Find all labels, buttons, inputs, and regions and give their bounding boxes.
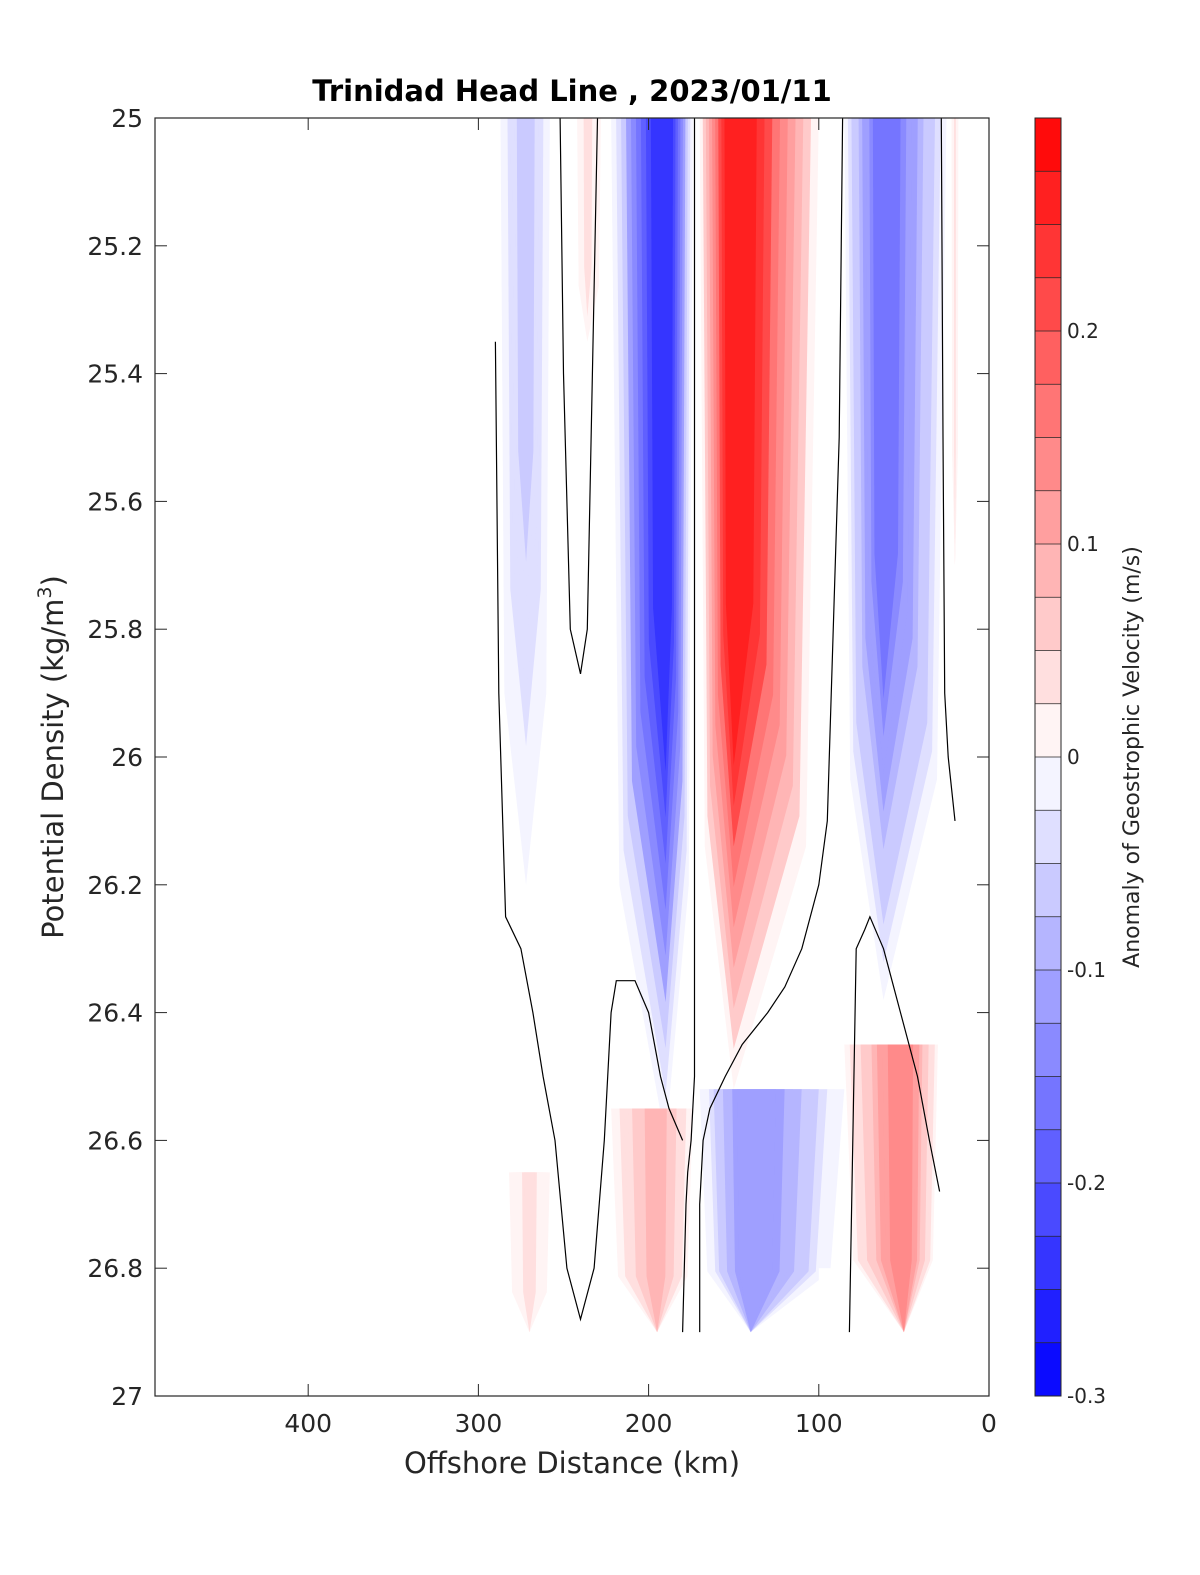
velocity-level bbox=[519, 118, 533, 516]
velocity-level bbox=[887, 1044, 914, 1333]
colorbar-segment bbox=[1035, 277, 1061, 331]
colorbar-segment bbox=[1035, 118, 1061, 172]
colorbar-tick-label: -0.3 bbox=[1067, 1384, 1106, 1408]
colorbar-segment bbox=[1035, 1289, 1061, 1343]
velocity-cell-1 bbox=[577, 118, 601, 342]
velocity-level bbox=[644, 1108, 667, 1333]
y-tick-label: 26.2 bbox=[87, 871, 143, 900]
y-tick-label: 26.4 bbox=[87, 999, 143, 1028]
velocity-cell-2 bbox=[611, 118, 693, 1141]
zero-contour-1 bbox=[559, 118, 599, 675]
velocity-level bbox=[954, 118, 956, 566]
colorbar-segment bbox=[1035, 171, 1061, 225]
velocity-cell-7 bbox=[611, 1108, 693, 1333]
velocity-cell-9 bbox=[844, 1044, 938, 1333]
velocity-field bbox=[500, 118, 959, 1333]
colorbar-tick-label: 0 bbox=[1067, 745, 1080, 769]
colorbar-segment bbox=[1035, 437, 1061, 491]
colorbar-segment bbox=[1035, 490, 1061, 544]
colorbar-frame bbox=[1034, 117, 1062, 1397]
x-axis-label: Offshore Distance (km) bbox=[404, 1446, 740, 1480]
colorbar-segment bbox=[1035, 970, 1061, 1024]
colorbar-segment bbox=[1035, 916, 1061, 970]
colorbar-segment bbox=[1035, 1183, 1061, 1237]
colorbar-segment bbox=[1035, 703, 1061, 757]
y-tick-label: 25.2 bbox=[87, 232, 143, 261]
y-axis-label-main: Potential Density (kg/m bbox=[36, 599, 70, 939]
colorbar-segment bbox=[1035, 863, 1061, 917]
velocity-cell-0 bbox=[500, 118, 550, 885]
x-tick-label: 400 bbox=[284, 1409, 332, 1438]
masked-region bbox=[818, 1268, 845, 1333]
y-tick-label: 26 bbox=[111, 743, 143, 772]
zero-contours bbox=[494, 118, 956, 1333]
velocity-level bbox=[736, 1089, 777, 1333]
colorbar-segment bbox=[1035, 1076, 1061, 1130]
velocity-cell-8 bbox=[699, 1089, 845, 1333]
y-tick-label: 26.8 bbox=[87, 1254, 143, 1283]
colorbar-segment bbox=[1035, 544, 1061, 598]
y-tick-label: 27 bbox=[111, 1382, 143, 1411]
zero-contour-4 bbox=[848, 915, 941, 1333]
zero-contour-2 bbox=[682, 118, 696, 1333]
y-tick-label: 26.6 bbox=[87, 1126, 143, 1155]
y-axis-label-suffix: ) bbox=[36, 575, 70, 586]
y-tick-label: 25 bbox=[111, 104, 143, 133]
colorbar-segment bbox=[1035, 1129, 1061, 1183]
zero-contour-5 bbox=[940, 118, 956, 821]
x-tick-label: 0 bbox=[981, 1409, 997, 1438]
velocity-level bbox=[584, 118, 592, 314]
axis-ticks: 400 300 200 100 0 25 25.2 25.4 25.6 25.8 26 26.2 26.… bbox=[87, 104, 997, 1438]
velocity-level bbox=[523, 1172, 535, 1333]
colorbar-segment bbox=[1035, 1023, 1061, 1077]
velocity-level bbox=[650, 118, 673, 772]
y-axis-label-sup: 3 bbox=[34, 586, 56, 598]
zero-contour-3 bbox=[699, 118, 844, 1333]
colorbar-segment bbox=[1035, 1342, 1061, 1396]
colorbar-label: Anomaly of Geostrophic Velocity (m/s) bbox=[1120, 546, 1145, 968]
x-tick-label: 200 bbox=[625, 1409, 673, 1438]
zero-contour-0 bbox=[494, 341, 684, 1322]
colorbar-segment bbox=[1035, 384, 1061, 438]
y-tick-label: 25.6 bbox=[87, 487, 143, 516]
colorbar-segment bbox=[1035, 650, 1061, 704]
x-tick-label: 100 bbox=[795, 1409, 843, 1438]
velocity-cell-4 bbox=[844, 118, 947, 1000]
colorbar-segment bbox=[1035, 597, 1061, 651]
colorbar-segment bbox=[1035, 224, 1061, 278]
colorbar-tick-label: 0.2 bbox=[1067, 319, 1099, 343]
velocity-cell-3 bbox=[699, 118, 819, 1090]
y-tick-label: 25.8 bbox=[87, 615, 143, 644]
colorbar-tick-label: -0.2 bbox=[1067, 1171, 1106, 1195]
colorbar-segment bbox=[1035, 810, 1061, 864]
velocity-level bbox=[872, 118, 901, 699]
colorbar-segment bbox=[1035, 757, 1061, 811]
chart-title: Trinidad Head Line , 2023/01/11 bbox=[312, 74, 832, 108]
y-tick-label: 25.4 bbox=[87, 360, 143, 389]
colorbar-segment bbox=[1035, 331, 1061, 385]
y-axis-label: Potential Density (kg/m3) bbox=[34, 575, 70, 939]
velocity-cell-5 bbox=[951, 118, 959, 566]
colorbar-segment bbox=[1035, 1236, 1061, 1290]
colorbar-tick-label: 0.1 bbox=[1067, 532, 1099, 556]
colorbar: -0.3 -0.2 -0.1 0 0.1 0.2 bbox=[1034, 117, 1106, 1408]
velocity-cell-6 bbox=[509, 1172, 550, 1333]
velocity-level bbox=[724, 118, 757, 766]
x-tick-label: 300 bbox=[455, 1409, 503, 1438]
colorbar-tick-label: -0.1 bbox=[1067, 958, 1106, 982]
